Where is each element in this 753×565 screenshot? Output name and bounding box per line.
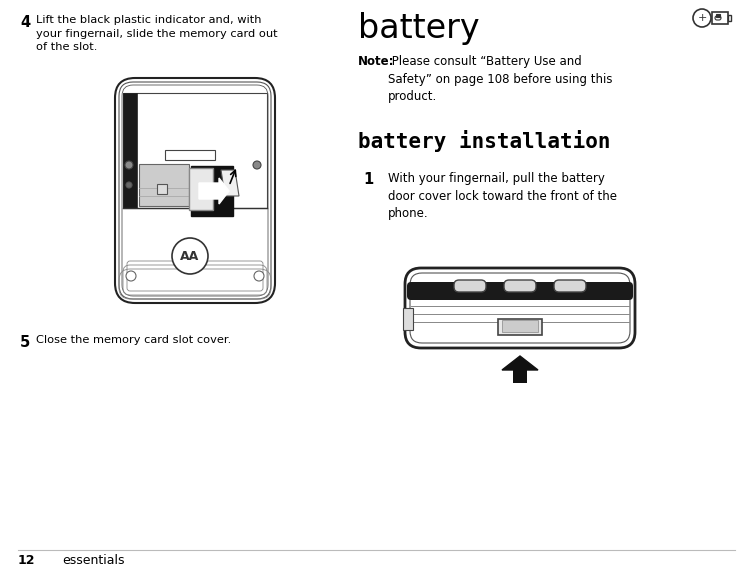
Text: Close the memory card slot cover.: Close the memory card slot cover. [36,335,231,345]
Text: With your fingernail, pull the battery
door cover lock toward the front of the
p: With your fingernail, pull the battery d… [388,172,617,220]
Circle shape [254,271,264,281]
Bar [712,12,728,24]
Polygon shape [221,170,239,196]
Text: battery installation: battery installation [358,130,611,152]
Bar [191,166,233,216]
FancyBboxPatch shape [407,282,633,300]
Circle shape [253,161,261,169]
Circle shape [125,161,133,169]
Circle shape [126,271,136,281]
Bar [157,184,167,194]
Text: 12: 12 [18,554,35,565]
FancyBboxPatch shape [405,268,635,348]
Bar [513,370,527,383]
FancyBboxPatch shape [115,78,275,303]
Bar [123,93,267,208]
Text: essentials: essentials [62,554,124,565]
Bar [123,93,137,208]
Text: Lift the black plastic indicator and, with
your fingernail, slide the memory car: Lift the black plastic indicator and, wi… [36,15,278,52]
Polygon shape [502,356,538,370]
Text: +: + [697,13,706,23]
Polygon shape [199,178,229,204]
Bar [498,319,542,335]
Circle shape [172,238,208,274]
Bar [502,320,538,332]
Bar [716,14,720,17]
Text: AA: AA [181,250,200,263]
Text: 1: 1 [363,172,373,187]
FancyBboxPatch shape [504,280,536,292]
Bar [728,15,731,21]
Text: Note:: Note: [358,55,395,68]
Text: 5: 5 [20,335,30,350]
FancyBboxPatch shape [715,16,721,20]
Bar [165,150,215,160]
Text: Please consult “Battery Use and
Safety” on page 108 before using this
product.: Please consult “Battery Use and Safety” … [388,55,612,103]
Bar [139,164,189,206]
Bar [403,308,413,330]
FancyBboxPatch shape [454,280,486,292]
Text: 4: 4 [20,15,30,30]
Circle shape [693,9,711,27]
Text: battery: battery [358,12,480,45]
FancyBboxPatch shape [554,280,586,292]
Circle shape [126,182,132,188]
Bar [189,168,213,210]
